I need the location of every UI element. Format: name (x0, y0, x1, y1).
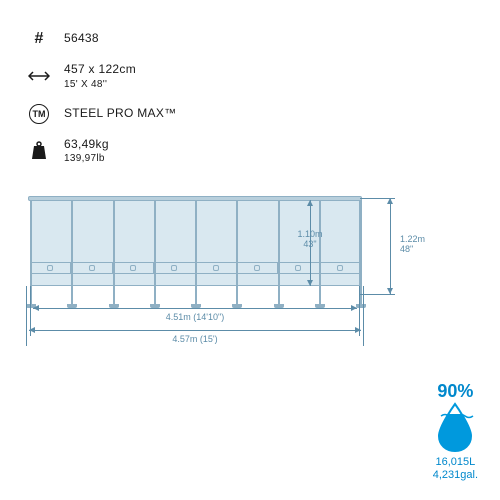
band-connector (171, 265, 177, 271)
series-name: STEEL PRO MAX™ (64, 106, 176, 122)
ext-line (363, 286, 364, 346)
dim-inner-width: 4.51m (14'10") (30, 313, 360, 323)
vertical-pole (195, 200, 197, 308)
weight-value: 63,49kg 139,97lb (64, 137, 109, 166)
size-imperial: 15' X 48'' (64, 78, 136, 91)
dim-outer-width: 4.57m (15') (30, 335, 360, 345)
weight-metric: 63,49kg (64, 137, 109, 153)
size-value: 457 x 122cm 15' X 48'' (64, 62, 136, 91)
band-segment (154, 263, 195, 273)
weight-icon (28, 140, 50, 162)
vertical-pole (236, 200, 238, 308)
vertical-pole (360, 200, 362, 308)
band-segment (113, 263, 154, 273)
vertical-pole (278, 200, 280, 308)
spec-size: 457 x 122cm 15' X 48'' (28, 62, 176, 91)
spec-list: # 56438 457 x 122cm 15' X 48'' TM STEEL … (28, 28, 176, 177)
weight-imperial: 139,97lb (64, 152, 109, 165)
band-segment (71, 263, 112, 273)
spec-series: TM STEEL PRO MAX™ (28, 103, 176, 125)
dim-inner-width-arrow (33, 308, 357, 309)
size-metric: 457 x 122cm (64, 62, 136, 78)
band-segment (196, 263, 237, 273)
band-connector (89, 265, 95, 271)
band-connector (337, 265, 343, 271)
dim-outer-height: 1.22m 48" (400, 235, 440, 255)
vertical-pole (71, 200, 73, 308)
inner-height-in: 43" (286, 240, 334, 250)
band-segment (320, 263, 360, 273)
band-connector (130, 265, 136, 271)
spec-model: # 56438 (28, 28, 176, 50)
trademark-icon: TM (28, 103, 50, 125)
capacity-block: 90% 16,015L 4,231gal. (433, 381, 478, 482)
band-connector (213, 265, 219, 271)
pool-diagram: 1.10m 43" 1.22m 48" 4.51m (14'10") 4.57m… (30, 190, 470, 355)
hash-icon: # (28, 28, 50, 50)
dim-inner-height: 1.10m 43" (286, 230, 334, 250)
band-connector (47, 265, 53, 271)
band-connector (295, 265, 301, 271)
band-connector (254, 265, 260, 271)
model-number: 56438 (64, 31, 99, 47)
ext-line (360, 294, 395, 295)
outer-height-in: 48" (400, 245, 440, 255)
pole-foot (356, 304, 366, 308)
band-segment (278, 263, 319, 273)
band-segment (30, 263, 71, 273)
vertical-pole (154, 200, 156, 308)
capacity-percent: 90% (433, 381, 478, 402)
vertical-pole (113, 200, 115, 308)
vertical-pole (319, 200, 321, 308)
dimensions-icon (28, 65, 50, 87)
spec-weight: 63,49kg 139,97lb (28, 137, 176, 166)
ext-line (26, 286, 27, 346)
dim-outer-height-arrow (390, 198, 391, 294)
water-drop-icon (435, 402, 475, 452)
capacity-gallons: 4,231gal. (433, 469, 478, 482)
dim-outer-width-arrow (29, 330, 361, 331)
capacity-liters: 16,015L (433, 456, 478, 469)
band-segment (237, 263, 278, 273)
